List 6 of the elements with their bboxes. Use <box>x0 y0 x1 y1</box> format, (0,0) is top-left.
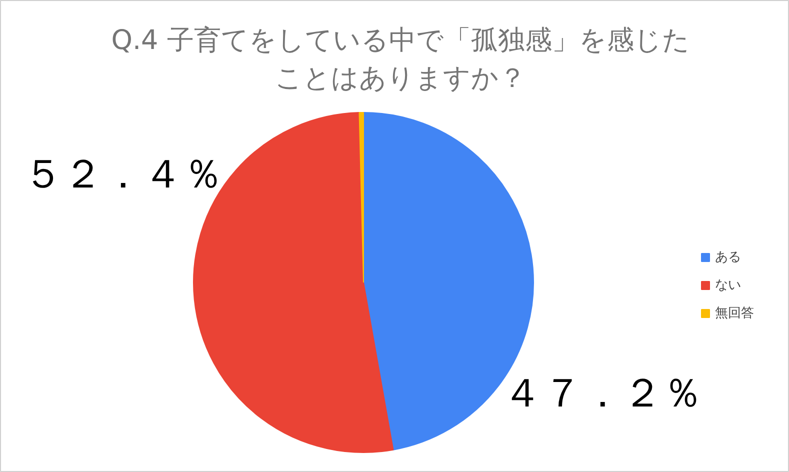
data-label: ４７．２％ <box>502 370 702 417</box>
data-label: ５２．４％ <box>23 151 224 198</box>
legend-label: ない <box>715 277 741 294</box>
legend-label: 無回答 <box>715 305 754 322</box>
chart-title: Q.4 子育てをしている中で「孤独感」を感じたことはありますか？ <box>111 25 690 94</box>
legend-label: ある <box>715 249 741 266</box>
